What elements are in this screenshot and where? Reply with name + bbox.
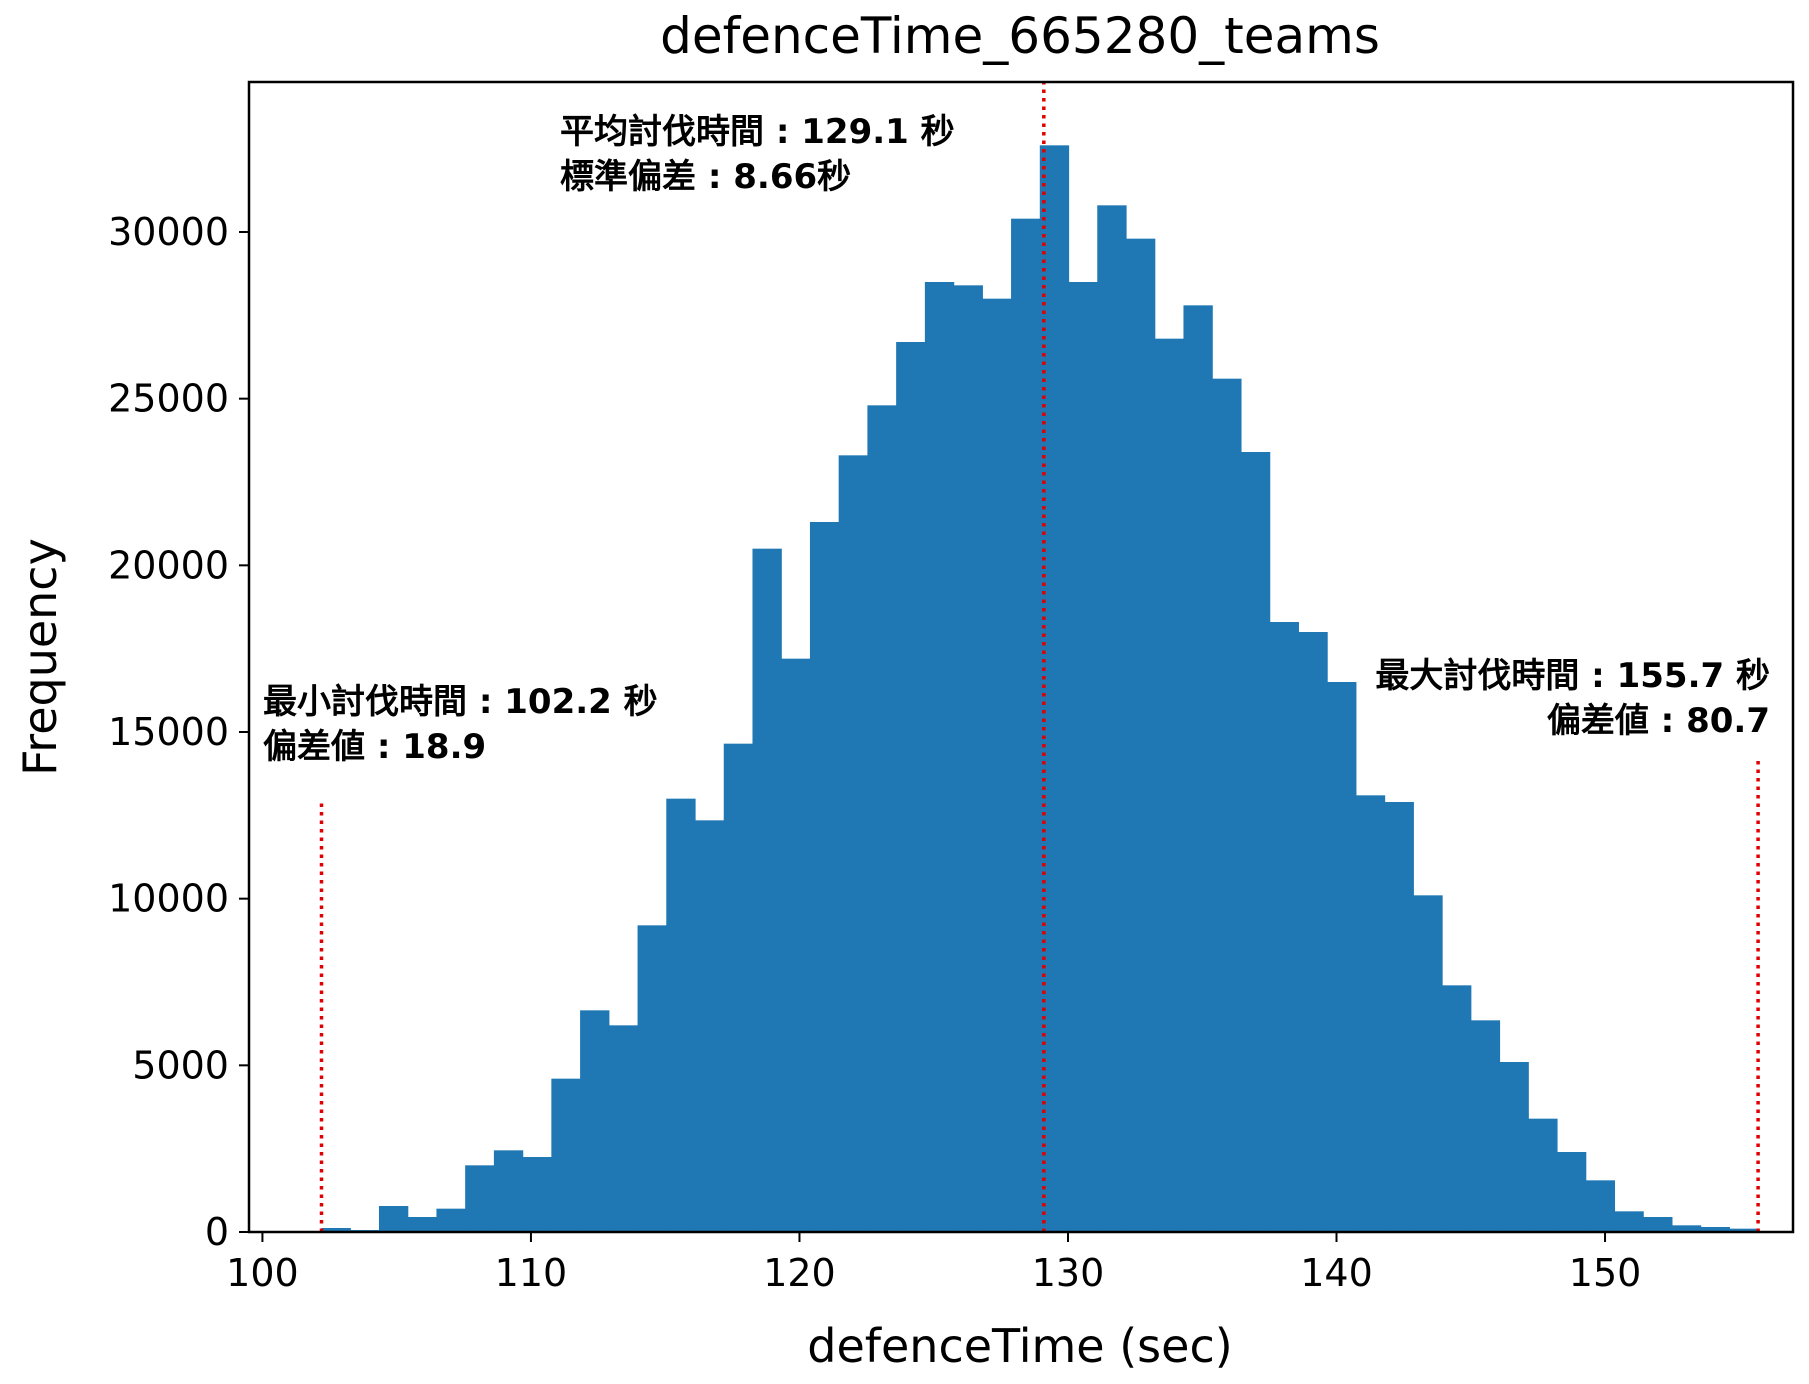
histogram-bar — [953, 285, 983, 1233]
histogram-bar — [1298, 632, 1328, 1232]
histogram-bar — [838, 455, 868, 1233]
y-tick-label: 30000 — [108, 210, 229, 254]
reference-lines — [319, 82, 1760, 1232]
chart-title: defenceTime_665280_teams — [660, 7, 1380, 65]
histogram-bar — [1068, 282, 1098, 1232]
x-axis-ticks: 100 110 120 130 140 150 — [226, 1232, 1641, 1295]
histogram-bar — [809, 522, 840, 1232]
histogram-bar — [781, 658, 811, 1232]
histogram-bar — [1413, 895, 1443, 1232]
histogram-bar — [1097, 205, 1127, 1233]
histogram-bar — [666, 798, 696, 1232]
mean-annotation-line2: 標準偏差 : 8.66秒 — [560, 157, 851, 197]
histogram-bar — [580, 1010, 610, 1232]
histogram-bar — [867, 405, 897, 1233]
histogram-bar — [1183, 305, 1213, 1233]
mean-annotation-line1: 平均討伐時間 : 129.1 秒 — [560, 112, 955, 152]
histogram-bar — [551, 1078, 581, 1232]
histogram-bar — [465, 1165, 495, 1232]
histogram-bar — [637, 925, 667, 1232]
histogram-bar — [1585, 1180, 1616, 1232]
histogram-bar — [522, 1157, 552, 1232]
plot-frame — [247, 80, 1795, 1234]
histogram-bar — [1614, 1211, 1644, 1232]
x-tick-label: 110 — [495, 1251, 568, 1295]
histogram-bar — [1499, 1062, 1529, 1232]
histogram-bar — [1011, 218, 1041, 1233]
histogram-bar — [1355, 795, 1386, 1232]
max-annotation-line1: 最大討伐時間 : 155.7 秒 — [1375, 656, 1770, 696]
y-axis-label: Frequency — [13, 538, 67, 776]
x-tick-label: 150 — [1569, 1251, 1642, 1295]
histogram-bar — [1269, 622, 1299, 1232]
histogram-bar — [1212, 378, 1242, 1232]
histogram-bar — [1643, 1217, 1673, 1232]
x-axis-label: defenceTime (sec) — [807, 1319, 1232, 1373]
histogram-bar — [1729, 1228, 1759, 1232]
histogram-bar — [1125, 238, 1156, 1233]
y-tick-label: 25000 — [108, 377, 229, 421]
y-tick-label: 0 — [205, 1210, 229, 1254]
histogram-bar — [695, 820, 725, 1232]
histogram-bar — [407, 1217, 438, 1232]
histogram-bar — [1240, 452, 1271, 1232]
histogram-bar — [436, 1208, 466, 1232]
y-tick-label: 10000 — [108, 877, 229, 921]
bars-group — [321, 145, 1759, 1233]
histogram-bar — [1470, 1020, 1501, 1232]
x-tick-label: 130 — [1032, 1251, 1105, 1295]
histogram-bar — [982, 298, 1012, 1232]
histogram-bar — [608, 1025, 639, 1232]
histogram-bar — [1442, 985, 1472, 1232]
histogram-bar — [924, 282, 955, 1232]
histogram-bar — [752, 548, 782, 1232]
histogram-bar — [896, 342, 926, 1232]
max-annotation-line2: 偏差値 : 80.7 — [1547, 701, 1770, 741]
y-tick-label: 15000 — [108, 710, 229, 754]
histogram-bar — [321, 1228, 351, 1232]
histogram-bar — [1327, 682, 1357, 1232]
histogram-bar — [1556, 1152, 1587, 1232]
x-tick-label: 100 — [226, 1251, 299, 1295]
y-axis-ticks: 0 5000 10000 15000 20000 25000 30000 — [108, 210, 249, 1254]
x-tick-label: 140 — [1300, 1251, 1373, 1295]
min-annotation-line1: 最小討伐時間 : 102.2 秒 — [263, 682, 658, 722]
histogram-bar — [723, 743, 754, 1232]
histogram-bar — [1154, 338, 1185, 1232]
histogram-bar — [493, 1150, 524, 1232]
x-tick-label: 120 — [763, 1251, 836, 1295]
histogram-bar — [1384, 802, 1414, 1232]
histogram-bar — [1528, 1118, 1558, 1232]
y-tick-label: 20000 — [108, 543, 229, 587]
histogram-bar — [1671, 1225, 1702, 1232]
min-annotation-line2: 偏差値 : 18.9 — [263, 727, 486, 767]
y-tick-label: 5000 — [132, 1043, 229, 1087]
histogram-bar — [1700, 1227, 1730, 1232]
histogram-bar — [378, 1206, 409, 1232]
